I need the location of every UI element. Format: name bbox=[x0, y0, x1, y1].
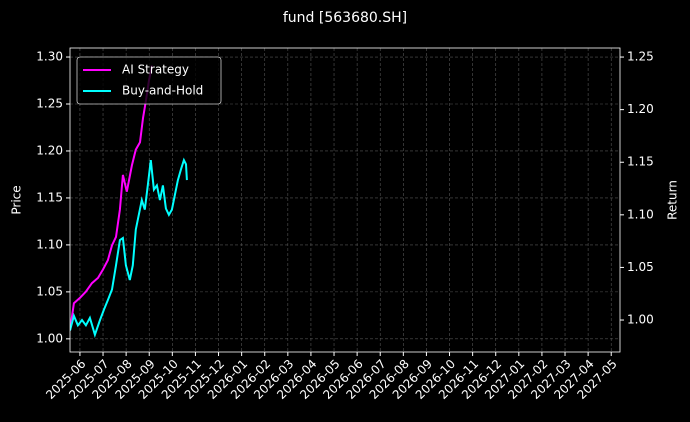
y2-axis-label: Return bbox=[666, 180, 680, 220]
legend-label: AI Strategy bbox=[122, 63, 189, 77]
y2-tick-label: 1.20 bbox=[627, 102, 654, 116]
series-line bbox=[70, 65, 153, 331]
y-tick-label: 1.05 bbox=[36, 284, 63, 298]
y-tick-label: 1.30 bbox=[36, 50, 63, 64]
y2-tick-label: 1.15 bbox=[627, 155, 654, 169]
y2-tick-label: 1.00 bbox=[627, 313, 654, 327]
chart-title: fund [563680.SH] bbox=[283, 10, 407, 26]
legend-label: Buy-and-Hold bbox=[122, 84, 203, 98]
y2-tick-label: 1.10 bbox=[627, 207, 654, 221]
y-tick-label: 1.20 bbox=[36, 143, 63, 157]
y-tick-label: 1.15 bbox=[36, 190, 63, 204]
y-tick-label: 1.00 bbox=[36, 331, 63, 345]
plot-frame bbox=[69, 47, 621, 353]
legend-box bbox=[76, 56, 222, 105]
series-line bbox=[70, 157, 188, 338]
y-tick-label: 1.10 bbox=[36, 237, 63, 251]
y-tick-label: 1.25 bbox=[36, 96, 63, 110]
y2-tick-label: 1.05 bbox=[627, 260, 654, 274]
y-axis-label: Price bbox=[10, 185, 24, 214]
y2-tick-label: 1.25 bbox=[627, 50, 654, 64]
